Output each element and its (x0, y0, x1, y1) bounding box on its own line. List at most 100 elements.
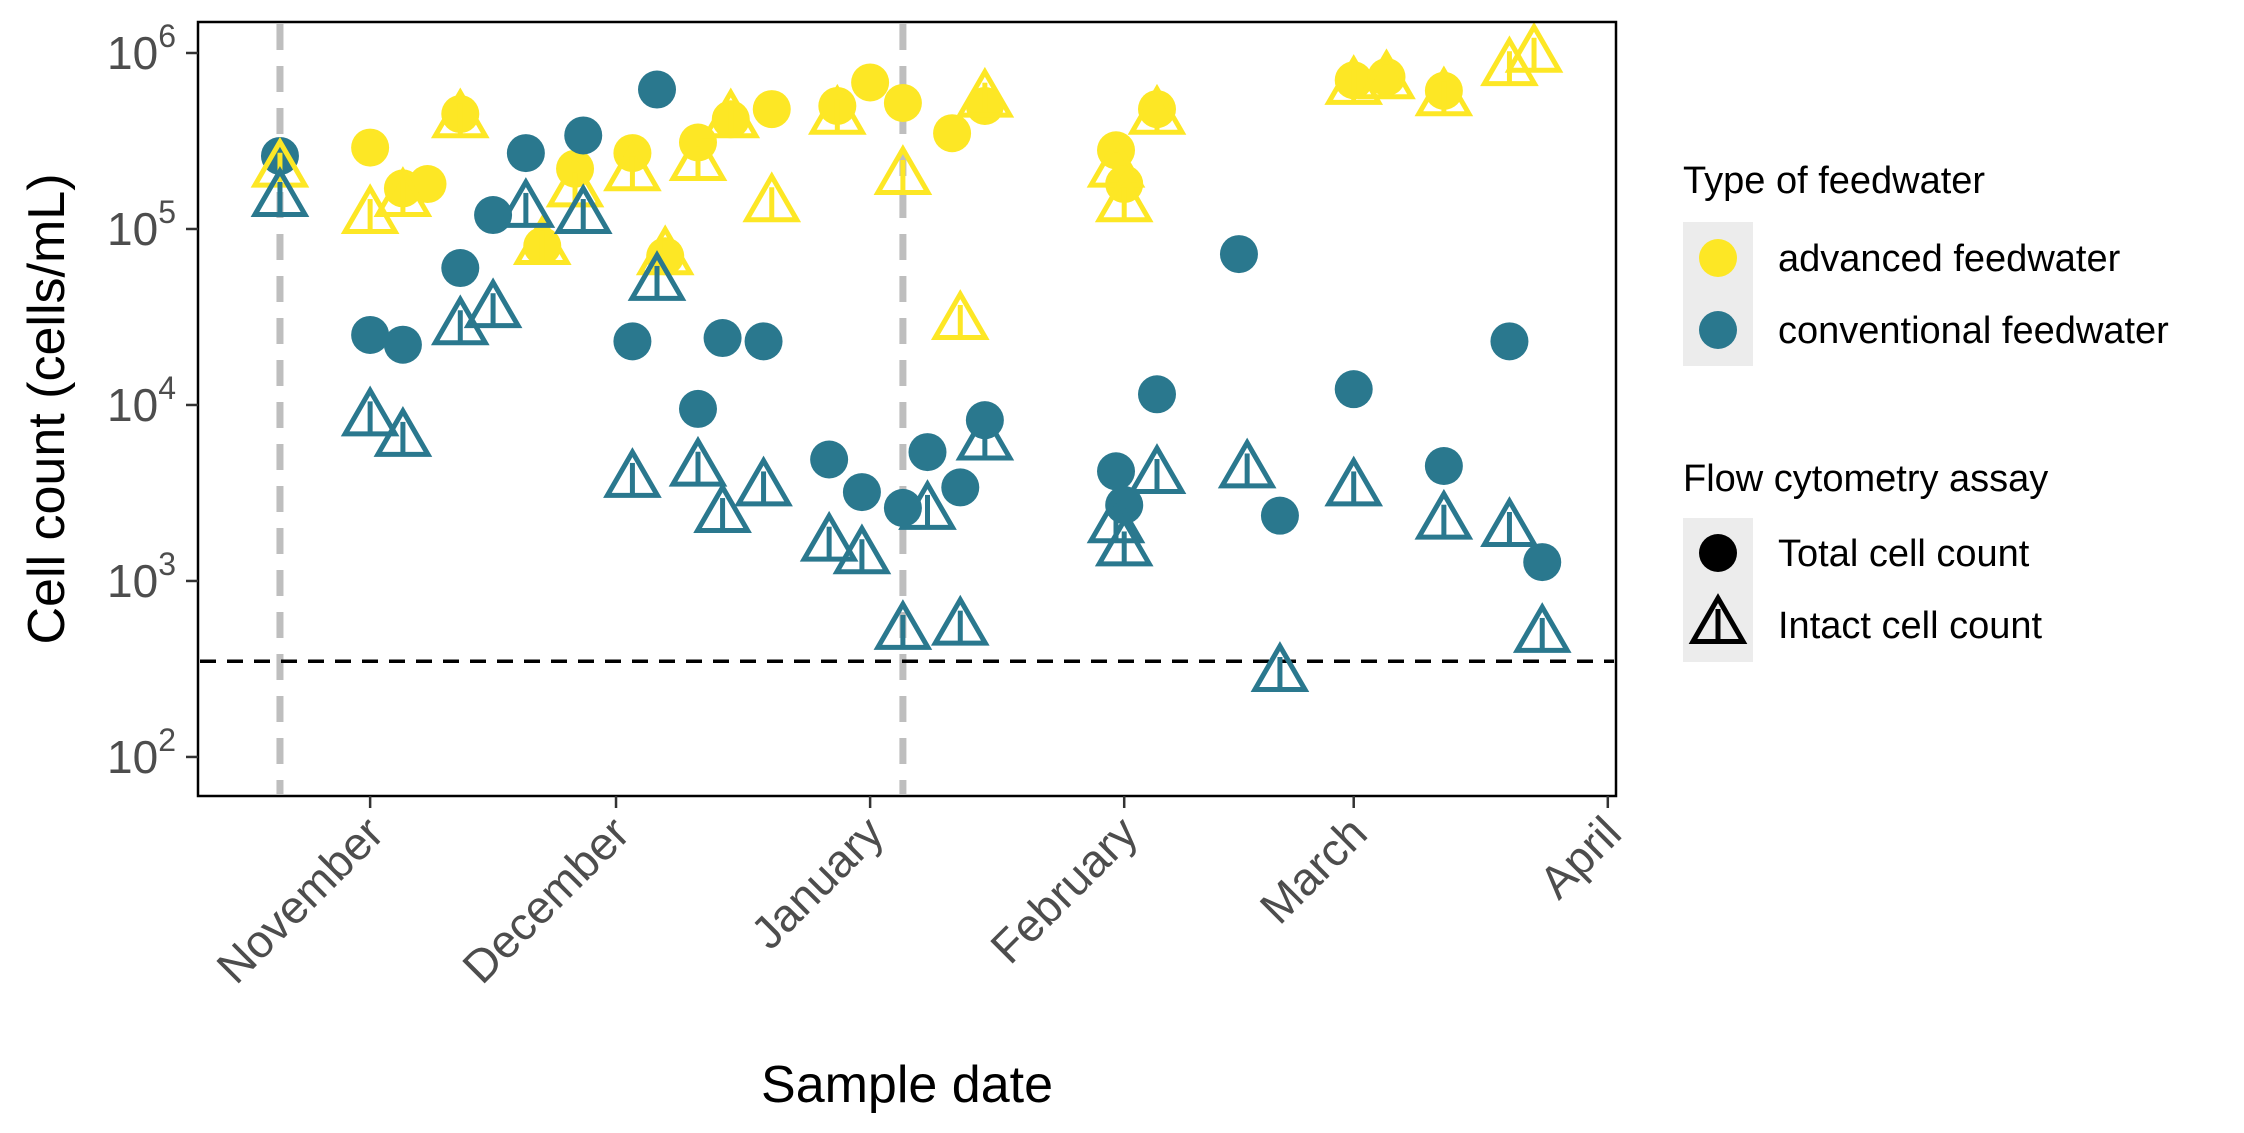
advanced-intact-point-9 (668, 130, 728, 182)
conventional-intact-point-8 (603, 447, 662, 498)
conventional-intact-point-15 (873, 599, 933, 650)
y-tick-label-4: 105 (107, 194, 176, 255)
legend-key-conventional-feedwater (1699, 311, 1737, 349)
legend-title-feedwater: Type of feedwater (1683, 160, 1985, 202)
advanced-intact-point-3 (373, 166, 433, 217)
legend-title-assay: Flow cytometry assay (1683, 458, 2048, 500)
conventional-total-point-16 (908, 433, 947, 472)
y-tick-label-exponent: 5 (158, 194, 176, 230)
y-tick-label-base: 10 (107, 555, 158, 607)
y-axis-title: Cell count (cells/mL) (18, 173, 76, 644)
conventional-intact-point-9 (627, 250, 687, 301)
advanced-intact-point-10 (701, 87, 761, 139)
advanced-intact-point-18 (1127, 83, 1187, 135)
conventional-total-point-23 (1260, 496, 1299, 535)
legend-label-advanced-feedwater: advanced feedwater (1778, 238, 2121, 280)
conventional-total-point-26 (1490, 322, 1529, 361)
legend: Type of feedwater advanced feedwater conve… (1683, 160, 2169, 662)
y-tick-label-exponent: 3 (158, 546, 176, 582)
conventional-total-point-11 (703, 319, 742, 358)
conventional-total-point-15 (883, 488, 922, 527)
y-tick-label-base: 10 (107, 731, 158, 783)
y-tick-label-base: 10 (107, 27, 158, 79)
advanced-intact-point-16 (1086, 136, 1146, 188)
conventional-total-point-3 (383, 325, 422, 364)
advanced-total-point-15 (933, 114, 972, 153)
conventional-total-point-24 (1334, 370, 1373, 409)
conventional-intact-point-3 (373, 406, 433, 457)
conventional-intact-point-18 (955, 409, 1015, 461)
advanced-total-point-3 (408, 165, 447, 204)
y-tick-label-3: 104 (107, 370, 176, 431)
y-tick-label-1: 102 (107, 722, 176, 783)
legend-key-Total-cell-count (1699, 534, 1737, 572)
conventional-intact-point-23 (1250, 641, 1310, 692)
advanced-intact-point-23 (1504, 21, 1564, 73)
conventional-total-point-10 (678, 389, 717, 428)
conventional-intact-point-5 (463, 277, 523, 329)
conventional-intact-point-2 (340, 385, 400, 437)
conventional-total-point-6 (506, 134, 545, 173)
conventional-intact-point-7 (553, 183, 613, 235)
conventional-total-point-4 (441, 249, 480, 288)
conventional-intact-point-24 (1324, 455, 1384, 507)
conventional-total-point-8 (613, 322, 652, 361)
legend-label-conventional-feedwater: conventional feedwater (1778, 310, 2169, 352)
plot-panel-border (196, 20, 1618, 798)
advanced-total-point-11 (752, 90, 791, 129)
conventional-intact-point-22 (1217, 437, 1277, 489)
conventional-intact-point-12 (734, 455, 793, 507)
conventional-intact-point-25 (1414, 488, 1474, 540)
conventional-intact-point-13 (799, 510, 859, 562)
advanced-intact-point-22 (1480, 35, 1539, 87)
conventional-total-point-19 (1097, 452, 1136, 491)
advanced-intact-point-15 (955, 66, 1015, 118)
conventional-total-point-2 (351, 315, 390, 354)
conventional-intact-point-14 (832, 523, 892, 575)
legend-label-Intact-cell-count: Intact cell count (1778, 605, 2042, 647)
conventional-total-point-12 (744, 322, 783, 361)
conventional-intact-point-1 (250, 166, 310, 217)
advanced-intact-point-13 (873, 144, 933, 195)
conventional-total-point-21 (1137, 375, 1176, 414)
conventional-intact-point-16 (898, 479, 957, 530)
conventional-total-point-22 (1219, 235, 1258, 274)
conventional-total-point-7 (564, 116, 603, 155)
legend-label-Total-cell-count: Total cell count (1778, 533, 2030, 575)
advanced-intact-point-14 (930, 289, 990, 340)
advanced-intact-point-19 (1324, 54, 1384, 105)
conventional-intact-point-11 (693, 482, 752, 534)
advanced-intact-point-11 (742, 171, 802, 223)
advanced-intact-point-12 (807, 83, 867, 135)
y-tick-label-exponent: 4 (158, 370, 176, 406)
conventional-total-point-27 (1523, 543, 1562, 582)
conventional-intact-point-17 (930, 594, 990, 646)
conventional-intact-point-27 (1512, 602, 1572, 653)
advanced-intact-point-4 (430, 87, 490, 139)
x-axis-title: Sample date (761, 1056, 1053, 1114)
advanced-total-point-13 (851, 63, 890, 102)
conventional-total-point-13 (810, 440, 849, 479)
y-tick-label-base: 10 (107, 379, 158, 431)
plot-area (200, 21, 1614, 794)
advanced-intact-point-5 (512, 214, 572, 265)
conventional-total-point-14 (842, 473, 881, 512)
conventional-total-point-9 (638, 70, 677, 109)
y-tick-label-2: 103 (107, 546, 176, 607)
advanced-intact-point-7 (603, 140, 662, 192)
conventional-intact-point-10 (668, 435, 728, 487)
advanced-intact-point-21 (1414, 65, 1474, 117)
conventional-intact-point-21 (1127, 443, 1187, 494)
advanced-intact-point-17 (1094, 171, 1154, 223)
y-tick-label-exponent: 2 (158, 722, 176, 758)
advanced-total-point-14 (883, 83, 922, 122)
y-tick-label-base: 10 (107, 203, 158, 255)
conventional-intact-point-26 (1480, 496, 1539, 547)
conventional-intact-point-20 (1094, 515, 1154, 567)
legend-key-Intact-cell-count (1688, 593, 1748, 644)
conventional-total-point-17 (941, 468, 980, 507)
advanced-intact-point-20 (1357, 48, 1416, 100)
advanced-total-point-1 (351, 128, 390, 167)
conventional-intact-point-19 (1086, 492, 1146, 544)
